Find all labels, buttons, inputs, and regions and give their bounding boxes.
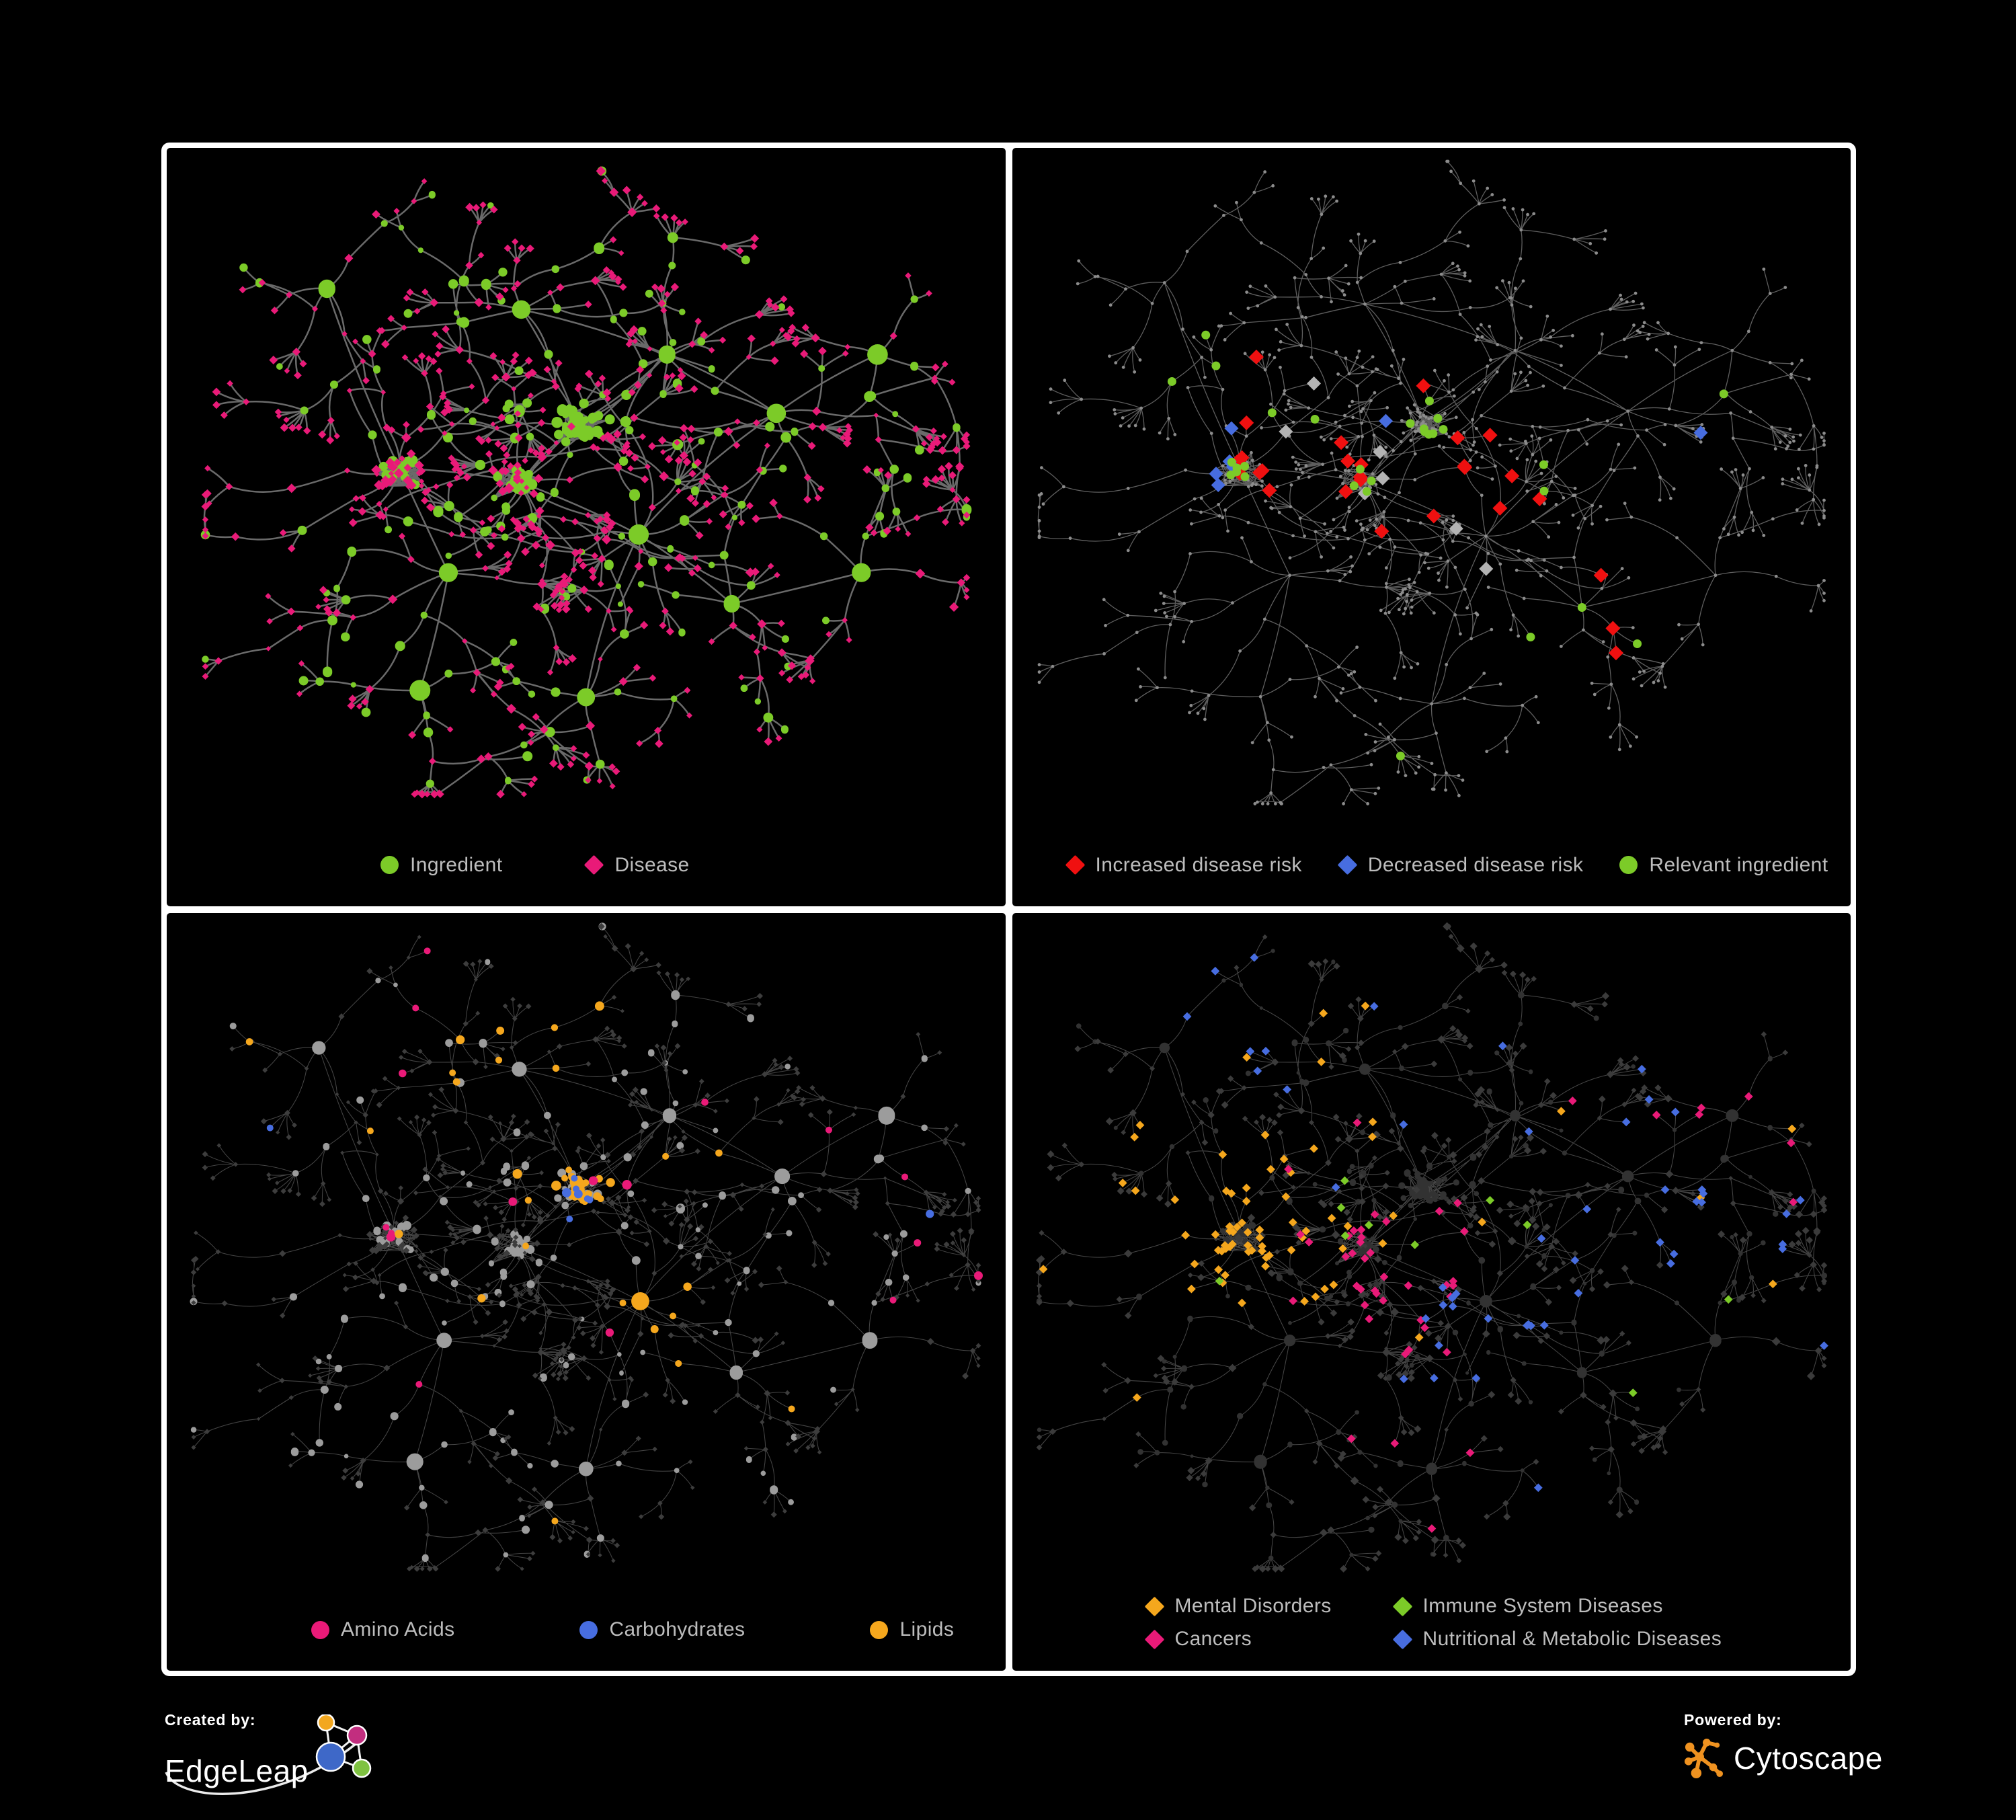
cytoscape-wordmark: Cytoscape <box>1734 1741 1883 1776</box>
panel-chemical-classes: Amino Acids Carbohydrates Lipids <box>167 912 1006 1671</box>
legend-label: Decreased disease risk <box>1367 853 1584 876</box>
chemical-classes-legend: Amino Acids Carbohydrates Lipids <box>167 1618 1006 1641</box>
legend-item-disease-classes-0-0: Mental Disorders <box>1144 1595 1394 1618</box>
legend-label: Increased disease risk <box>1095 853 1302 876</box>
legend-item-disease-risk-0-2: Relevant ingredient <box>1619 854 1828 877</box>
disease-classes-legend: Mental Disorders Immune System Diseases Ca… <box>1012 1595 1851 1651</box>
diamond-marker <box>1065 855 1085 875</box>
legend-label: Immune System Diseases <box>1422 1595 1663 1617</box>
legend-item-disease-risk-0-0: Increased disease risk <box>1065 853 1302 877</box>
cytoscape-credit: Powered by: <box>1684 1711 1993 1812</box>
footer: Created by: EdgeLeap Powered <box>0 1676 2016 1820</box>
legend-label: Nutritional & Metabolic Diseases <box>1422 1628 1722 1650</box>
diamond-marker <box>1144 1596 1164 1616</box>
legend-label: Disease <box>614 853 690 876</box>
legend-item-disease-classes-1-0: Cancers <box>1144 1628 1394 1651</box>
legend-item-chemical-classes-0-2: Lipids <box>870 1618 954 1641</box>
diamond-marker <box>1392 1596 1412 1616</box>
cytoscape-logo-icon <box>1684 1739 1723 1778</box>
circle-marker <box>311 1620 329 1639</box>
legend-item-disease-classes-1-1: Nutritional & Metabolic Diseases <box>1392 1628 1722 1651</box>
legend-label: Cancers <box>1174 1628 1252 1650</box>
legend-item-chemical-classes-0-1: Carbohydrates <box>579 1618 745 1641</box>
legend-item-ingredient-disease-0-1: Disease <box>584 853 690 877</box>
circle-marker <box>380 856 399 874</box>
panel-ingredient-disease: Ingredient Disease <box>167 148 1006 906</box>
edgeleap-logo-icon <box>315 1714 372 1778</box>
disease-risk-network <box>1037 159 1826 805</box>
edgeleap-credit: Created by: EdgeLeap <box>165 1711 514 1812</box>
diamond-marker <box>584 855 604 875</box>
legend-item-disease-risk-0-1: Decreased disease risk <box>1337 853 1584 877</box>
circle-marker <box>579 1620 598 1639</box>
powered-by-label: Powered by: <box>1684 1711 1782 1729</box>
circle-marker <box>1619 856 1638 874</box>
created-by-label: Created by: <box>165 1711 256 1729</box>
legend-label: Relevant ingredient <box>1649 853 1828 876</box>
legend-item-disease-classes-0-1: Immune System Diseases <box>1392 1595 1722 1618</box>
disease-risk-legend: Increased disease risk Decreased disease … <box>1012 854 1851 877</box>
legend-label: Amino Acids <box>341 1618 455 1640</box>
chemical-classes-network <box>190 922 983 1572</box>
circle-marker <box>870 1620 889 1639</box>
edgeleap-wordmark: EdgeLeap <box>165 1753 309 1788</box>
legend-label: Lipids <box>899 1618 955 1640</box>
panels-grid: Ingredient Disease Increased disease risk… <box>161 143 1856 1676</box>
ingredient-disease-legend: Ingredient Disease <box>167 854 1006 877</box>
diamond-marker <box>1337 855 1358 875</box>
panel-disease-classes: Mental Disorders Immune System Diseases Ca… <box>1012 912 1851 1671</box>
legend-item-ingredient-disease-0-0: Ingredient <box>380 854 502 877</box>
legend-item-chemical-classes-0-0: Amino Acids <box>311 1618 454 1641</box>
legend-label: Mental Disorders <box>1174 1595 1332 1617</box>
diamond-marker <box>1144 1629 1164 1649</box>
disease-classes-network <box>1035 922 1828 1573</box>
legend-label: Carbohydrates <box>609 1618 745 1640</box>
diamond-marker <box>1392 1629 1412 1649</box>
legend-label: Ingredient <box>410 853 503 876</box>
ingredient-disease-network <box>200 166 972 799</box>
panel-disease-risk: Increased disease risk Decreased disease … <box>1012 148 1851 906</box>
